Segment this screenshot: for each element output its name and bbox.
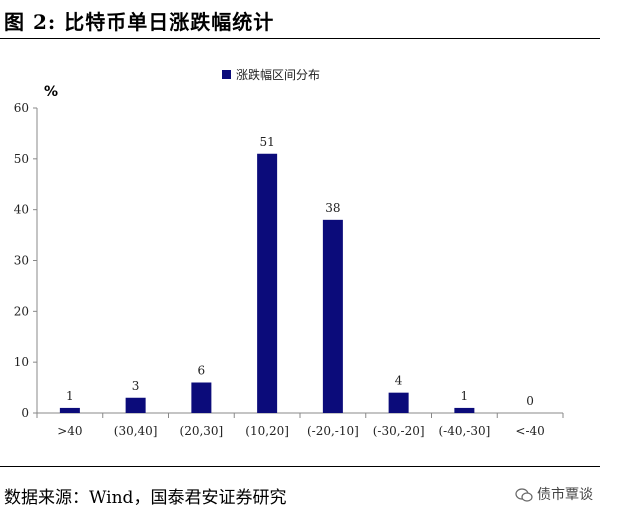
footer-rule [0, 466, 600, 467]
bar [388, 392, 409, 413]
x-tick-label: (-20,-10] [307, 424, 359, 438]
chart-svg: 0102030405060%1>403(30,40]6(20,30]51(10,… [14, 67, 564, 438]
bar [191, 382, 212, 413]
y-tick-label: 10 [14, 355, 29, 369]
legend-label: 涨跌幅区间分布 [236, 67, 320, 82]
bar [454, 407, 475, 413]
header-rule [0, 38, 600, 39]
watermark: 债市覃谈 [515, 484, 593, 504]
bar [125, 397, 146, 413]
data-label: 51 [259, 135, 274, 149]
data-label: 4 [395, 374, 403, 388]
wechat-icon [515, 488, 533, 502]
x-tick-label: (-40,-30] [438, 424, 490, 438]
data-label: 1 [66, 389, 74, 403]
x-tick-label: (10,20] [245, 424, 289, 438]
y-axis-label: % [44, 84, 58, 100]
source-note: 数据来源：Wind，国泰君安证券研究 [4, 488, 287, 508]
data-label: 3 [132, 379, 140, 393]
y-tick-label: 50 [14, 152, 29, 166]
watermark-text: 债市覃谈 [537, 487, 593, 503]
y-tick-label: 0 [21, 406, 29, 420]
bar [59, 407, 80, 413]
y-tick-label: 20 [14, 304, 29, 318]
bar-chart: 0 10 20 30 40 50 60% 1 >40 3 (30,40] 6 (20,30] 51 (10,… [0, 40, 621, 460]
data-label: 6 [198, 364, 206, 378]
x-tick-label: <-40 [515, 424, 544, 438]
x-tick-label: (-30,-20] [373, 424, 425, 438]
legend-swatch [222, 70, 231, 79]
bar [322, 219, 343, 413]
figure-header: 图 2: 比特币单日涨跌幅统计 [0, 0, 621, 40]
x-tick-label: (20,30] [180, 424, 224, 438]
y-tick-label: 30 [14, 254, 29, 268]
figure-title: 图 2: 比特币单日涨跌幅统计 [4, 10, 275, 34]
x-tick-label: >40 [57, 424, 82, 438]
x-tick-label: (30,40] [114, 424, 158, 438]
data-label: 1 [461, 389, 469, 403]
y-tick-label: 60 [14, 101, 29, 115]
y-tick-label: 40 [14, 203, 29, 217]
bar [257, 153, 278, 413]
data-label: 38 [325, 201, 340, 215]
data-label: 0 [526, 394, 534, 408]
